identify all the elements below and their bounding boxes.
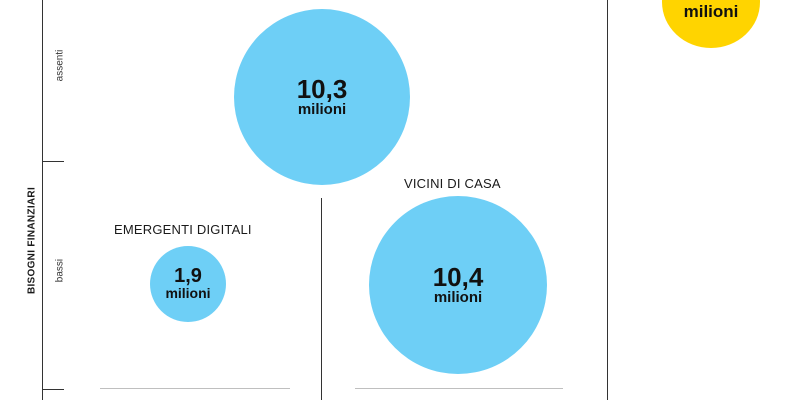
bubble-value: 1,9 (174, 265, 202, 288)
bubble-unit: milioni (433, 288, 483, 306)
segment-label-vicini-di-casa: VICINI DI CASA (404, 176, 501, 191)
segment-label-emergenti-digitali: EMERGENTI DIGITALI (114, 222, 252, 237)
y-axis-title: BISOGNI FINANZIARI (26, 186, 38, 295)
left-axis-line (42, 0, 43, 400)
center-divider-line (321, 198, 322, 400)
bubble-10-4-milioni: 10,4 milioni (369, 196, 547, 374)
bubble-value: 10,3 (296, 73, 348, 104)
bubble-10-3-milioni: 10,3 milioni (234, 9, 410, 185)
bubble-unit: milioni (683, 2, 739, 22)
baseline-right (355, 388, 563, 389)
bubble-unit: milioni (165, 285, 211, 302)
axis-tick-bottom (42, 389, 64, 390)
axis-tick-top (42, 161, 64, 162)
baseline-left (100, 388, 290, 389)
y-level-assenti: assenti (54, 49, 66, 82)
bubble-1-9-milioni: 1,9 milioni (150, 246, 226, 322)
bubble-yellow-partial: milioni (662, 0, 760, 48)
bubble-value: 10,4 (432, 261, 484, 292)
y-level-bassi: bassi (54, 258, 66, 283)
bubble-unit: milioni (297, 100, 347, 118)
right-border-line (607, 0, 608, 400)
